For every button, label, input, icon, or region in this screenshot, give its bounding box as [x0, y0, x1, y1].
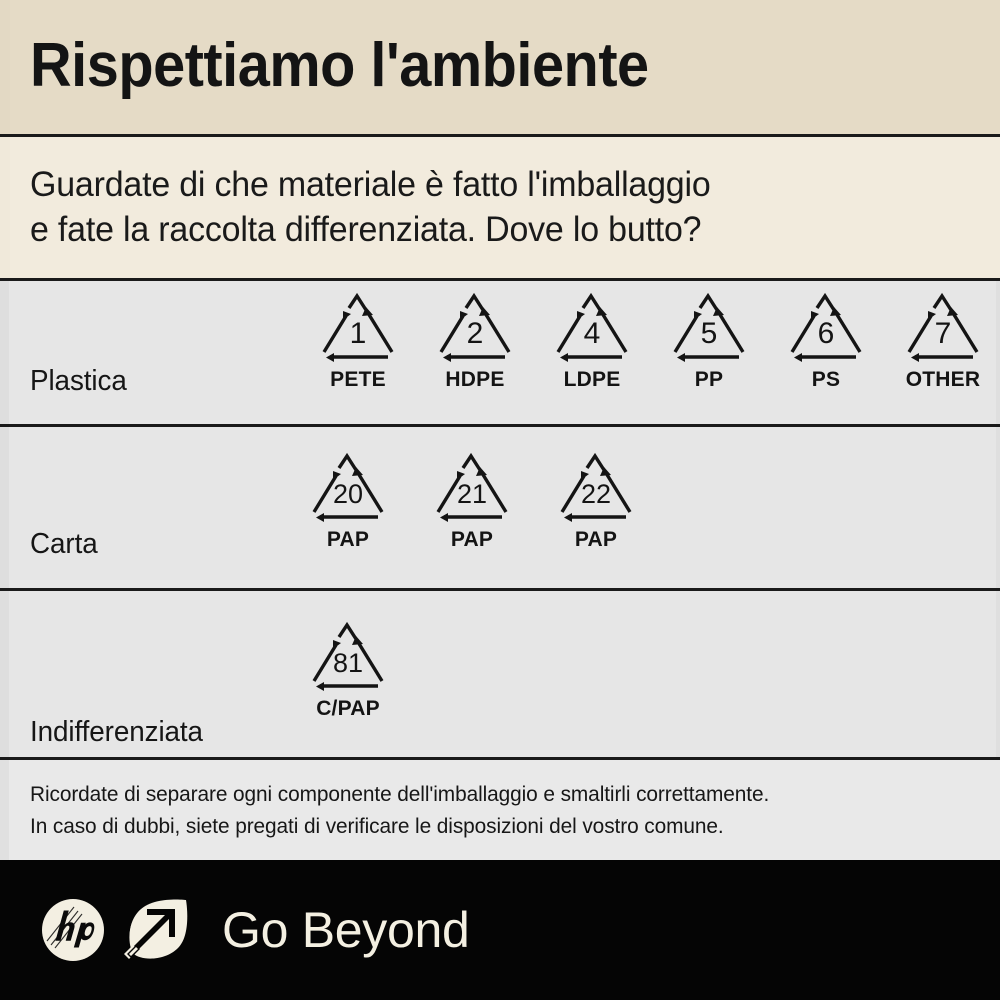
divider-carta-indifferenziata — [0, 588, 1000, 591]
recycling-material-code: PAP — [450, 528, 494, 551]
recycling-material-code: PAP — [574, 528, 618, 551]
recycling-triangle-icon: 2 — [439, 292, 511, 362]
brand-bar: Go Beyond — [0, 860, 1000, 1000]
recycling-material-code: PAP — [326, 528, 370, 551]
recycling-code-number: 4 — [584, 317, 601, 350]
leaf-arrow-icon — [124, 899, 188, 959]
brand-logo-group: Go Beyond — [40, 894, 470, 966]
material-row-carta: Carta 20 PAP 21 PAP 22 PAP — [0, 427, 1000, 591]
rows-left-edge — [0, 281, 9, 757]
page-title: Rispettiamo l'ambiente — [30, 30, 649, 100]
recycling-code-number: 6 — [818, 317, 835, 350]
recycling-symbol: 2 HDPE — [427, 289, 523, 392]
recycling-material-code: HDPE — [445, 368, 505, 391]
row-label-plastica: Plastica — [30, 365, 127, 397]
divider-under-title — [0, 134, 1000, 137]
footer-note-line-1: Ricordate di separare ogni componente de… — [30, 781, 770, 806]
title-band-inner — [10, 0, 1000, 135]
material-rows-area: Plastica 1 PETE 2 HDPE 4 LDPE 5 PP 6 PS 7 OTHER Car… — [0, 281, 1000, 757]
recycling-code-number: 81 — [333, 648, 363, 678]
recycling-symbol: 6 PS — [778, 289, 874, 392]
recycling-triangle-icon: 21 — [436, 452, 508, 522]
material-row-indifferenziata: Indifferenziata 81 C/PAP — [0, 591, 1000, 757]
recycling-code-number: 7 — [935, 317, 952, 350]
symbol-strip-indifferenziata: 81 C/PAP — [300, 618, 396, 721]
recycling-symbol: 5 PP — [661, 289, 757, 392]
recycling-material-code: LDPE — [563, 368, 621, 391]
symbol-strip-carta: 20 PAP 21 PAP 22 PAP — [300, 449, 644, 552]
recycling-code-number: 20 — [333, 479, 363, 509]
divider-above-footnote — [0, 757, 1000, 760]
row-label-indifferenziata: Indifferenziata — [30, 716, 203, 748]
hp-circle-logo-icon — [42, 899, 104, 961]
recycling-material-code: PETE — [330, 368, 386, 391]
recycling-symbol: 7 OTHER — [895, 289, 991, 392]
recycling-triangle-icon: 22 — [560, 452, 632, 522]
recycling-code-number: 22 — [581, 479, 611, 509]
rows-right-edge — [996, 281, 1000, 757]
recycling-material-code: C/PAP — [316, 697, 380, 720]
recycling-triangle-icon: 7 — [907, 292, 979, 362]
recycling-code-number: 5 — [701, 317, 718, 350]
recycling-code-number: 1 — [350, 317, 367, 350]
recycling-material-code: PS — [811, 368, 841, 391]
recycling-triangle-icon: 6 — [790, 292, 862, 362]
recycling-triangle-icon: 20 — [312, 452, 384, 522]
subtitle-line-2: e fate la raccolta differenziata. Dove l… — [30, 209, 702, 249]
brand-tagline: Go Beyond — [222, 902, 470, 958]
subtitle-band-inner — [10, 137, 1000, 278]
symbol-strip-plastica: 1 PETE 2 HDPE 4 LDPE 5 PP 6 PS 7 OTHER — [310, 289, 991, 392]
divider-under-subtitle — [0, 278, 1000, 281]
subtitle-line-1: Guardate di che materiale è fatto l'imba… — [30, 164, 711, 204]
recycling-triangle-icon: 81 — [312, 621, 384, 691]
title-band: Rispettiamo l'ambiente — [0, 0, 1000, 135]
recycling-triangle-icon: 5 — [673, 292, 745, 362]
row-label-carta: Carta — [30, 528, 98, 560]
recycling-material-code: PP — [694, 368, 724, 391]
subtitle-band: Guardate di che materiale è fatto l'imba… — [0, 137, 1000, 278]
material-row-plastica: Plastica 1 PETE 2 HDPE 4 LDPE 5 PP 6 PS 7 OTHER — [0, 281, 1000, 424]
footer-note-line-2: In caso di dubbi, siete pregati di verif… — [30, 814, 724, 838]
recycling-symbol: 22 PAP — [548, 449, 644, 552]
footnote-left-edge — [0, 760, 9, 860]
recycling-triangle-icon: 1 — [322, 292, 394, 362]
recycling-symbol: 20 PAP — [300, 449, 396, 552]
recycling-triangle-icon: 4 — [556, 292, 628, 362]
recycling-symbol: 21 PAP — [424, 449, 520, 552]
recycling-material-code: OTHER — [905, 368, 981, 391]
recycling-code-number: 2 — [467, 317, 484, 350]
recycling-symbol: 1 PETE — [310, 289, 406, 392]
divider-plastica-carta — [0, 424, 1000, 427]
recycling-symbol: 4 LDPE — [544, 289, 640, 392]
recycling-code-number: 21 — [457, 479, 487, 509]
recycling-symbol: 81 C/PAP — [300, 618, 396, 721]
footer-note: Ricordate di separare ogni componente de… — [0, 760, 1000, 860]
